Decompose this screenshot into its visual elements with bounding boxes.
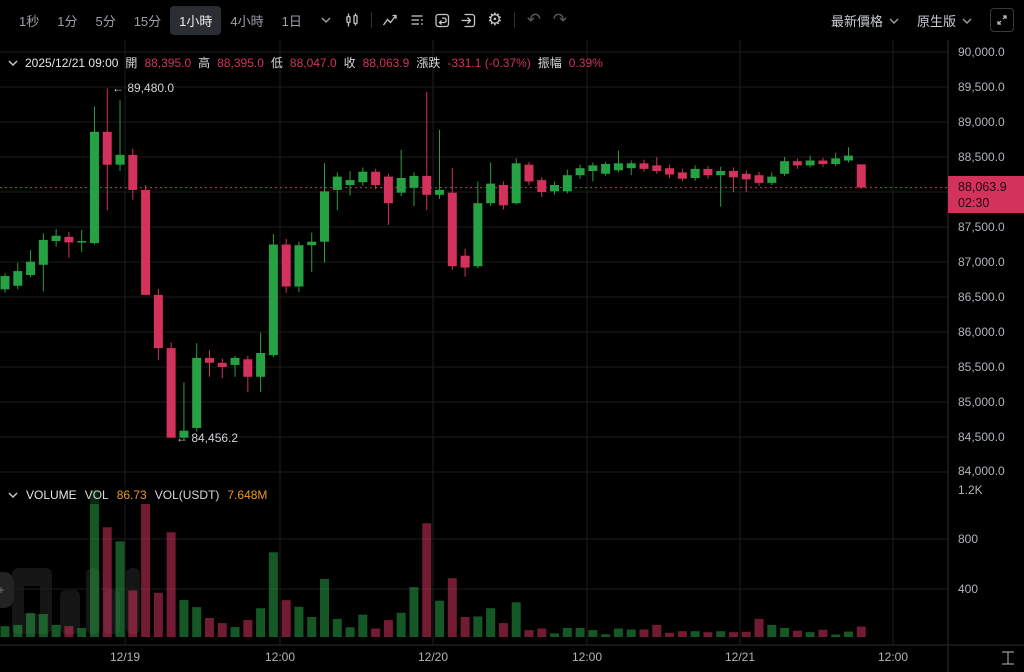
svg-text:90,000.0: 90,000.0 bbox=[958, 45, 1005, 59]
tab-timeframe-1d[interactable]: 1日 bbox=[281, 13, 302, 29]
high-label: 高 bbox=[198, 56, 211, 70]
svg-text:88,500.0: 88,500.0 bbox=[958, 150, 1005, 164]
svg-text:12/21: 12/21 bbox=[725, 650, 755, 664]
list-settings-icon[interactable] bbox=[404, 7, 430, 33]
undo-icon[interactable]: ↶ bbox=[526, 9, 541, 30]
high-price-annotation: ← 89,480.0 bbox=[112, 81, 175, 95]
svg-text:89,000.0: 89,000.0 bbox=[958, 115, 1005, 129]
low-value: 88,047.0 bbox=[289, 55, 337, 70]
indicator-icon[interactable] bbox=[378, 7, 404, 33]
replay-icon[interactable] bbox=[430, 7, 456, 33]
svg-text:800: 800 bbox=[958, 532, 978, 546]
axis-scale-icon[interactable] bbox=[1002, 651, 1014, 665]
price-mode-label: 最新價格 bbox=[830, 13, 883, 29]
amplitude-value: 0.39% bbox=[568, 55, 603, 70]
vol-usdt-label: VOL(USDT) bbox=[154, 488, 220, 502]
ohlc-info-bar: 2025/12/21 09:00 開 88,395.0 高 88,395.0 低… bbox=[8, 54, 603, 71]
change-label: 漲跌 bbox=[416, 56, 441, 70]
tab-timeframe-15m[interactable]: 15分 bbox=[133, 13, 162, 29]
svg-text:84,000.0: 84,000.0 bbox=[958, 464, 1005, 478]
version-select[interactable]: 原生版 bbox=[917, 11, 972, 30]
svg-text:1.2K: 1.2K bbox=[958, 483, 983, 497]
svg-text:84,500.0: 84,500.0 bbox=[958, 430, 1005, 444]
price-mode-select[interactable]: 最新價格 bbox=[831, 11, 899, 30]
amplitude-label: 振幅 bbox=[537, 56, 562, 70]
volume-info-bar: VOLUME VOL 86.73 VOL(USDT) 7.648M bbox=[8, 486, 274, 504]
time-axis[interactable]: 12/19 12:00 12/20 12:00 12/21 12:00 bbox=[110, 650, 908, 664]
tab-timeframe-4h[interactable]: 4小時 bbox=[230, 13, 264, 29]
svg-text:400: 400 bbox=[958, 582, 978, 596]
low-price-annotation: ← 84,456.2 bbox=[176, 431, 239, 445]
volume-title: VOLUME bbox=[26, 488, 77, 502]
chevron-down-icon[interactable] bbox=[8, 491, 18, 499]
low-label: 低 bbox=[270, 56, 283, 70]
price-axis[interactable]: 90,000.0 89,500.0 89,000.0 88,500.0 87,500.0… bbox=[958, 45, 1005, 596]
tab-timeframe-1s[interactable]: 1秒 bbox=[19, 13, 40, 29]
chevron-down-icon bbox=[962, 13, 972, 28]
toolbar-divider bbox=[370, 12, 372, 28]
candle-datetime: 2025/12/21 09:00 bbox=[25, 55, 119, 70]
svg-text:12:00: 12:00 bbox=[265, 650, 295, 664]
version-label: 原生版 bbox=[916, 13, 956, 29]
candlestick-icon[interactable] bbox=[339, 7, 365, 33]
panel-handle[interactable]: + bbox=[0, 572, 14, 608]
svg-text:87,500.0: 87,500.0 bbox=[958, 220, 1005, 234]
close-label: 收 bbox=[343, 56, 356, 70]
toolbar: 1秒 1分 5分 15分 1小時 4小時 1日 bbox=[0, 0, 1024, 40]
fullscreen-icon[interactable] bbox=[990, 8, 1014, 32]
chevron-down-icon[interactable] bbox=[8, 59, 18, 67]
vol-value: 86.73 bbox=[116, 488, 147, 502]
open-label: 開 bbox=[125, 56, 138, 70]
svg-text:86,000.0: 86,000.0 bbox=[958, 325, 1005, 339]
redo-icon[interactable]: ↷ bbox=[552, 9, 567, 30]
svg-text:12/20: 12/20 bbox=[418, 650, 448, 664]
svg-text:85,500.0: 85,500.0 bbox=[958, 360, 1005, 374]
settings-gear-icon[interactable]: ⚙ bbox=[487, 9, 503, 30]
export-icon[interactable] bbox=[456, 7, 482, 33]
current-price-tag: 88,063.9 02:30 bbox=[948, 176, 1024, 213]
toolbar-divider bbox=[513, 12, 515, 28]
candle-countdown: 02:30 bbox=[958, 196, 990, 210]
tab-timeframe-1h[interactable]: 1小時 bbox=[170, 5, 222, 35]
current-price-value: 88,063.9 bbox=[958, 180, 1007, 194]
svg-text:85,000.0: 85,000.0 bbox=[958, 395, 1005, 409]
svg-text:87,000.0: 87,000.0 bbox=[958, 255, 1005, 269]
svg-text:12:00: 12:00 bbox=[572, 650, 602, 664]
close-value: 88,063.9 bbox=[362, 55, 410, 70]
svg-text:12:00: 12:00 bbox=[878, 650, 908, 664]
svg-text:89,500.0: 89,500.0 bbox=[958, 80, 1005, 94]
high-value: 88,395.0 bbox=[217, 55, 264, 70]
volume-bars bbox=[0, 489, 866, 637]
candles bbox=[0, 88, 866, 441]
vol-label: VOL bbox=[84, 488, 109, 502]
chevron-down-icon bbox=[889, 13, 899, 28]
change-value: -331.1 (-0.37%) bbox=[447, 55, 531, 70]
tab-timeframe-5m[interactable]: 5分 bbox=[95, 13, 116, 29]
open-value: 88,395.0 bbox=[144, 55, 192, 70]
chevron-down-icon[interactable] bbox=[313, 7, 339, 33]
tab-timeframe-1m[interactable]: 1分 bbox=[57, 13, 78, 29]
svg-text:86,500.0: 86,500.0 bbox=[958, 290, 1005, 304]
vol-usdt-value: 7.648M bbox=[227, 488, 268, 502]
svg-text:12/19: 12/19 bbox=[110, 650, 140, 664]
